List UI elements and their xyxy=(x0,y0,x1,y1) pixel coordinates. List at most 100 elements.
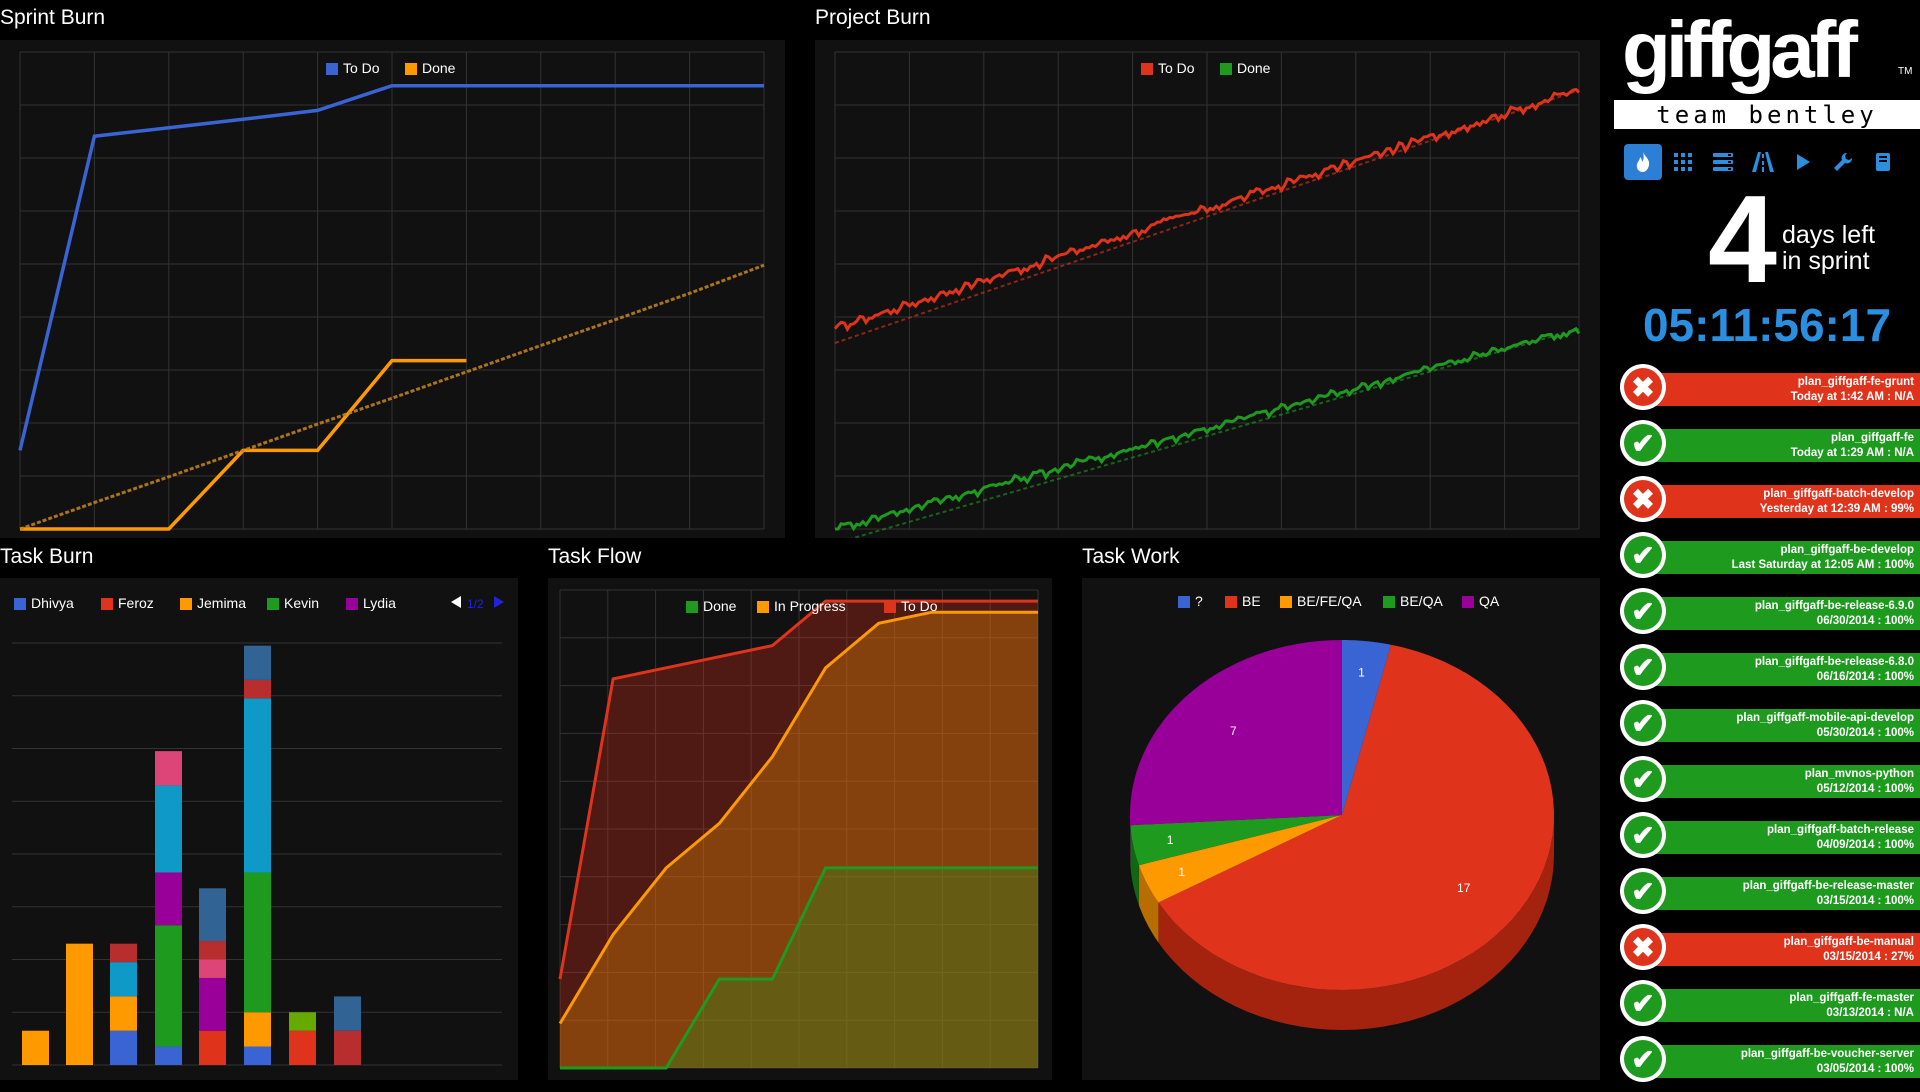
days-left-label: days left in sprint xyxy=(1782,222,1875,274)
build-status: 03/15/2014 : 100% xyxy=(1650,894,1914,909)
legend-label: Lydia xyxy=(363,595,396,611)
team-name: team bentley xyxy=(1614,100,1920,129)
build-status: Yesterday at 12:39 AM : 99% xyxy=(1650,502,1914,517)
legend-swatch xyxy=(180,598,192,610)
legend-label: Kevin xyxy=(284,595,319,611)
play-icon[interactable] xyxy=(1784,144,1822,180)
legend-label: QA xyxy=(1479,593,1500,609)
bar-segment xyxy=(199,941,226,959)
build-status: 03/15/2014 : 27% xyxy=(1650,950,1914,965)
status-circle: ✔ xyxy=(1624,704,1662,742)
bar-segment xyxy=(22,1031,49,1065)
fire-icon[interactable] xyxy=(1624,144,1662,180)
check-icon: ✔ xyxy=(1620,420,1666,466)
status-circle: ✔ xyxy=(1624,536,1662,574)
grid-icon[interactable] xyxy=(1664,144,1702,180)
build-status: Today at 1:29 AM : N/A xyxy=(1650,446,1914,461)
task-flow-title: Task Flow xyxy=(548,545,641,569)
legend-label: To Do xyxy=(1158,60,1195,76)
bar-segment xyxy=(155,785,182,872)
legend-swatch xyxy=(326,63,338,75)
days-left-number: 4 xyxy=(1708,178,1777,302)
grid xyxy=(835,52,1579,529)
build-name: plan_mvnos-python xyxy=(1650,767,1914,782)
bar-segment xyxy=(110,1031,137,1065)
build-status: Last Saturday at 12:05 AM : 100% xyxy=(1650,558,1914,573)
build-name: plan_giffgaff-be-manual xyxy=(1650,935,1914,950)
sprint-burn-title: Sprint Burn xyxy=(0,6,105,30)
pie-label: 1 xyxy=(1167,833,1174,847)
legend-swatch xyxy=(405,63,417,75)
legend-swatch xyxy=(1220,63,1232,75)
bar-segment xyxy=(334,996,361,1030)
days-left-line1: days left xyxy=(1782,222,1875,248)
legend-swatch xyxy=(1462,596,1474,608)
legend-swatch xyxy=(101,598,113,610)
build-status: 06/16/2014 : 100% xyxy=(1650,670,1914,685)
check-icon: ✔ xyxy=(1620,812,1666,858)
status-circle: ✔ xyxy=(1624,816,1662,854)
wrench-icon[interactable] xyxy=(1824,144,1862,180)
bar-segment xyxy=(110,962,137,996)
pie-label: 1 xyxy=(1358,665,1365,679)
legend-swatch xyxy=(884,601,896,613)
legend-label: To Do xyxy=(343,60,380,76)
bar-segment xyxy=(155,751,182,785)
legend-label: To Do xyxy=(901,598,938,614)
status-circle: ✖ xyxy=(1624,368,1662,406)
status-circle: ✔ xyxy=(1624,760,1662,798)
status-circle: ✔ xyxy=(1624,984,1662,1022)
legend-swatch xyxy=(1225,596,1237,608)
pie-label: 17 xyxy=(1457,881,1471,895)
legend-label: In Progress xyxy=(774,598,846,614)
check-icon: ✔ xyxy=(1620,756,1666,802)
bar-segment xyxy=(110,944,137,962)
build-name: plan_giffgaff-batch-release xyxy=(1650,823,1914,838)
build-status: 03/05/2014 : 100% xyxy=(1650,1062,1914,1077)
check-icon: ✔ xyxy=(1620,532,1666,578)
bar-segment xyxy=(244,1012,271,1046)
bar-segment xyxy=(244,680,271,698)
sidebar: giffgaff TM team bentley 4 xyxy=(1614,0,1920,1080)
cross-icon: ✖ xyxy=(1620,476,1666,522)
bar-segment xyxy=(199,1031,226,1065)
check-icon: ✔ xyxy=(1620,588,1666,634)
bar-segment xyxy=(199,888,226,941)
book-icon[interactable] xyxy=(1864,144,1902,180)
pie-label: 7 xyxy=(1230,724,1237,738)
build-name: plan_giffgaff-be-release-master xyxy=(1650,879,1914,894)
build-status: 05/30/2014 : 100% xyxy=(1650,726,1914,741)
bar-segment xyxy=(244,646,271,680)
cross-icon: ✖ xyxy=(1620,364,1666,410)
build-name: plan_giffgaff-fe-master xyxy=(1650,991,1914,1006)
bar-segment xyxy=(199,960,226,978)
prev-page-icon xyxy=(451,596,461,608)
